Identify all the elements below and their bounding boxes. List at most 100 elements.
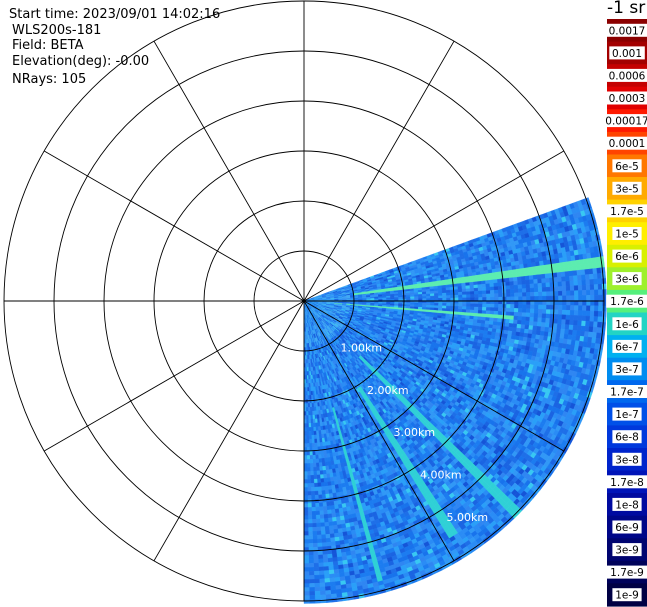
sector-cell	[489, 314, 495, 319]
sector-cell	[486, 297, 491, 301]
sector-cell	[485, 317, 490, 322]
sector-cell	[590, 305, 595, 312]
sector-cell	[520, 271, 526, 277]
sector-cell	[481, 280, 486, 285]
sector-cell	[581, 315, 587, 322]
sector-cell	[593, 310, 599, 317]
sector-cell	[569, 280, 575, 287]
sector-cell	[465, 312, 471, 317]
sector-cell	[434, 293, 439, 297]
sector-cell	[489, 283, 495, 288]
sector-cell	[505, 285, 511, 290]
sector-cell	[526, 296, 531, 301]
sector-cell	[557, 276, 563, 283]
sector-cell	[501, 289, 507, 294]
sector-cell	[532, 325, 538, 331]
sector-cell	[458, 297, 463, 301]
sector-cell	[566, 305, 571, 311]
sector-cell	[481, 313, 487, 318]
sector-cell	[457, 288, 463, 293]
sector-cell	[585, 310, 591, 317]
sector-cell	[522, 304, 527, 310]
sector-cell	[442, 295, 447, 299]
sector-cell	[578, 305, 583, 311]
sector-cell	[469, 291, 475, 295]
sector-cell	[493, 279, 498, 284]
sector-cell	[596, 327, 602, 334]
sector-cell	[534, 291, 539, 297]
sector-cell	[530, 291, 535, 297]
sector-cell	[529, 308, 535, 314]
sector-cell	[573, 320, 579, 326]
sector-cell	[529, 279, 535, 285]
sector-cell	[442, 305, 447, 309]
sector-cell	[481, 287, 487, 292]
sector-cell	[446, 297, 451, 301]
sector-cell	[545, 282, 551, 288]
sector-cell	[513, 288, 519, 294]
sector-cell	[498, 293, 503, 298]
sector-cell	[556, 323, 562, 330]
sector-cell	[537, 278, 543, 284]
sector-cell	[565, 275, 571, 282]
sector-cell	[557, 309, 563, 315]
sector-cell	[481, 290, 487, 295]
sector-cell	[394, 298, 399, 301]
sector-cell	[577, 279, 583, 286]
sector-cell	[589, 273, 594, 280]
sector-cell	[573, 285, 579, 291]
sector-cell	[517, 288, 523, 294]
sector-cell	[502, 304, 507, 309]
sector-cell	[421, 291, 427, 295]
sector-cell	[504, 322, 510, 328]
sector-cell	[553, 309, 559, 315]
sector-cell	[538, 295, 543, 301]
sector-cell	[585, 274, 590, 281]
sector-cell	[541, 309, 547, 315]
sector-cell	[574, 290, 579, 296]
sector-cell	[521, 288, 527, 293]
sector-cell	[586, 295, 591, 301]
sector-cell	[422, 298, 427, 301]
sector-cell	[469, 281, 475, 286]
sector-cell	[597, 311, 603, 318]
sector-cell	[509, 315, 515, 321]
sector-cell	[572, 270, 578, 277]
sector-cell	[581, 310, 587, 317]
sector-cell	[486, 293, 491, 298]
sector-cell	[525, 308, 531, 314]
sector-cell	[569, 285, 575, 292]
sector-cell	[552, 327, 558, 334]
sector-cell	[469, 284, 475, 289]
sector-cell	[546, 304, 551, 310]
sector-cell	[418, 298, 423, 301]
sector-cell	[553, 281, 559, 288]
sector-cell	[505, 315, 511, 320]
sector-cell	[530, 304, 535, 310]
sector-cell	[517, 312, 523, 317]
sector-cell	[473, 284, 479, 289]
sector-cell	[558, 304, 563, 311]
sector-cell	[518, 296, 523, 301]
sector-cell	[497, 278, 502, 284]
sector-cell	[560, 271, 566, 278]
sector-cell	[497, 314, 503, 320]
sector-cell	[565, 309, 571, 316]
sector-cell	[540, 273, 546, 280]
sector-cell	[536, 269, 542, 276]
sector-cell	[473, 309, 479, 314]
sector-cell	[485, 310, 491, 315]
sector-cell	[506, 296, 511, 301]
sector-cell	[494, 296, 499, 301]
sector-cell	[442, 298, 447, 301]
sector-cell	[582, 289, 587, 296]
sector-cell	[557, 314, 563, 320]
sector-cell	[461, 288, 467, 293]
sector-cell	[478, 297, 483, 301]
sector-cell	[528, 321, 534, 327]
sector-cell	[592, 326, 598, 334]
sector-cell	[540, 326, 546, 332]
sector-cell	[578, 290, 583, 296]
sector-cell	[466, 297, 471, 301]
sector-cell	[493, 289, 499, 294]
